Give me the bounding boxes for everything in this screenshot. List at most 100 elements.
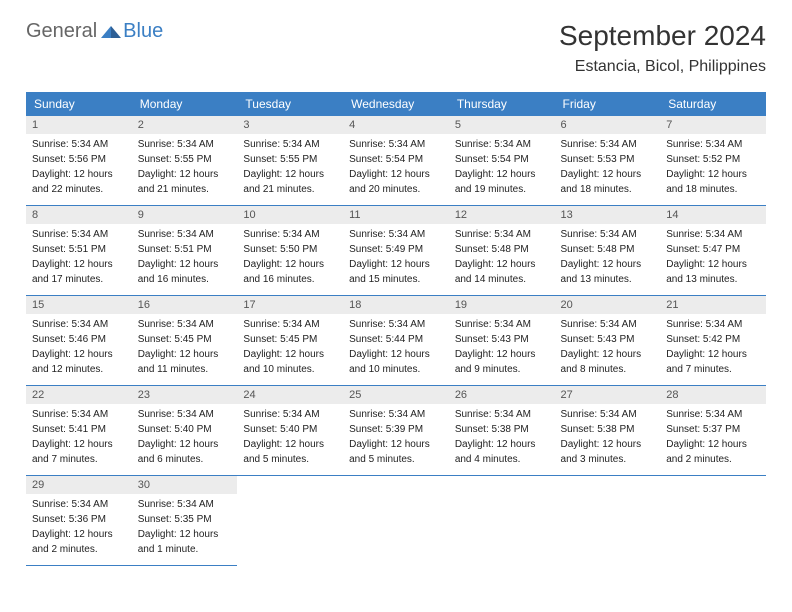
calendar-body: 1Sunrise: 5:34 AMSunset: 5:56 PMDaylight… (26, 116, 766, 566)
day-info: Sunrise: 5:34 AMSunset: 5:51 PMDaylight:… (26, 224, 132, 295)
day-info: Sunrise: 5:34 AMSunset: 5:45 PMDaylight:… (132, 314, 238, 385)
day-number: 8 (26, 206, 132, 224)
day-number: 2 (132, 116, 238, 134)
day-number: 4 (343, 116, 449, 134)
day-info: Sunrise: 5:34 AMSunset: 5:38 PMDaylight:… (449, 404, 555, 475)
day-number: 26 (449, 386, 555, 404)
day-number: 20 (555, 296, 661, 314)
day-info: Sunrise: 5:34 AMSunset: 5:41 PMDaylight:… (26, 404, 132, 475)
day-info: Sunrise: 5:34 AMSunset: 5:54 PMDaylight:… (343, 134, 449, 205)
day-info: Sunrise: 5:34 AMSunset: 5:37 PMDaylight:… (660, 404, 766, 475)
day-cell: 28Sunrise: 5:34 AMSunset: 5:37 PMDayligh… (660, 386, 766, 476)
day-info: Sunrise: 5:34 AMSunset: 5:52 PMDaylight:… (660, 134, 766, 205)
day-number: 9 (132, 206, 238, 224)
day-number: 12 (449, 206, 555, 224)
day-cell: 30Sunrise: 5:34 AMSunset: 5:35 PMDayligh… (132, 476, 238, 566)
day-info: Sunrise: 5:34 AMSunset: 5:50 PMDaylight:… (237, 224, 343, 295)
day-cell: 26Sunrise: 5:34 AMSunset: 5:38 PMDayligh… (449, 386, 555, 476)
calendar-table: Sunday Monday Tuesday Wednesday Thursday… (26, 92, 766, 566)
day-info: Sunrise: 5:34 AMSunset: 5:51 PMDaylight:… (132, 224, 238, 295)
day-info: Sunrise: 5:34 AMSunset: 5:40 PMDaylight:… (132, 404, 238, 475)
day-cell: 8Sunrise: 5:34 AMSunset: 5:51 PMDaylight… (26, 206, 132, 296)
day-cell: 10Sunrise: 5:34 AMSunset: 5:50 PMDayligh… (237, 206, 343, 296)
day-number: 16 (132, 296, 238, 314)
day-cell: 3Sunrise: 5:34 AMSunset: 5:55 PMDaylight… (237, 116, 343, 206)
day-cell (343, 476, 449, 566)
day-info: Sunrise: 5:34 AMSunset: 5:45 PMDaylight:… (237, 314, 343, 385)
day-info: Sunrise: 5:34 AMSunset: 5:43 PMDaylight:… (555, 314, 661, 385)
day-info: Sunrise: 5:34 AMSunset: 5:49 PMDaylight:… (343, 224, 449, 295)
day-info: Sunrise: 5:34 AMSunset: 5:56 PMDaylight:… (26, 134, 132, 205)
day-number: 7 (660, 116, 766, 134)
day-number: 21 (660, 296, 766, 314)
day-number: 29 (26, 476, 132, 494)
logo-triangle-icon (101, 24, 121, 40)
logo: General Blue (26, 20, 163, 43)
day-cell: 18Sunrise: 5:34 AMSunset: 5:44 PMDayligh… (343, 296, 449, 386)
day-number: 17 (237, 296, 343, 314)
day-cell (449, 476, 555, 566)
day-cell: 9Sunrise: 5:34 AMSunset: 5:51 PMDaylight… (132, 206, 238, 296)
day-info: Sunrise: 5:34 AMSunset: 5:46 PMDaylight:… (26, 314, 132, 385)
day-number: 5 (449, 116, 555, 134)
day-header-row: Sunday Monday Tuesday Wednesday Thursday… (26, 92, 766, 116)
month-title: September 2024 (559, 20, 766, 52)
day-cell (555, 476, 661, 566)
day-header-monday: Monday (132, 92, 238, 116)
day-number: 27 (555, 386, 661, 404)
day-info: Sunrise: 5:34 AMSunset: 5:44 PMDaylight:… (343, 314, 449, 385)
title-block: September 2024 Estancia, Bicol, Philippi… (559, 20, 766, 76)
day-info: Sunrise: 5:34 AMSunset: 5:39 PMDaylight:… (343, 404, 449, 475)
day-cell: 17Sunrise: 5:34 AMSunset: 5:45 PMDayligh… (237, 296, 343, 386)
day-info: Sunrise: 5:34 AMSunset: 5:43 PMDaylight:… (449, 314, 555, 385)
day-cell (660, 476, 766, 566)
day-cell: 11Sunrise: 5:34 AMSunset: 5:49 PMDayligh… (343, 206, 449, 296)
day-info: Sunrise: 5:34 AMSunset: 5:40 PMDaylight:… (237, 404, 343, 475)
day-cell: 1Sunrise: 5:34 AMSunset: 5:56 PMDaylight… (26, 116, 132, 206)
day-number: 6 (555, 116, 661, 134)
day-number: 23 (132, 386, 238, 404)
day-number: 19 (449, 296, 555, 314)
day-cell: 21Sunrise: 5:34 AMSunset: 5:42 PMDayligh… (660, 296, 766, 386)
day-info: Sunrise: 5:34 AMSunset: 5:48 PMDaylight:… (555, 224, 661, 295)
calendar-row: 8Sunrise: 5:34 AMSunset: 5:51 PMDaylight… (26, 206, 766, 296)
day-header-sunday: Sunday (26, 92, 132, 116)
day-number: 30 (132, 476, 238, 494)
day-cell: 7Sunrise: 5:34 AMSunset: 5:52 PMDaylight… (660, 116, 766, 206)
day-cell: 24Sunrise: 5:34 AMSunset: 5:40 PMDayligh… (237, 386, 343, 476)
day-info: Sunrise: 5:34 AMSunset: 5:36 PMDaylight:… (26, 494, 132, 565)
day-number: 1 (26, 116, 132, 134)
day-cell: 22Sunrise: 5:34 AMSunset: 5:41 PMDayligh… (26, 386, 132, 476)
day-info: Sunrise: 5:34 AMSunset: 5:53 PMDaylight:… (555, 134, 661, 205)
day-info: Sunrise: 5:34 AMSunset: 5:35 PMDaylight:… (132, 494, 238, 565)
day-header-friday: Friday (555, 92, 661, 116)
day-cell: 13Sunrise: 5:34 AMSunset: 5:48 PMDayligh… (555, 206, 661, 296)
day-cell: 5Sunrise: 5:34 AMSunset: 5:54 PMDaylight… (449, 116, 555, 206)
day-number: 25 (343, 386, 449, 404)
day-info: Sunrise: 5:34 AMSunset: 5:48 PMDaylight:… (449, 224, 555, 295)
day-cell: 6Sunrise: 5:34 AMSunset: 5:53 PMDaylight… (555, 116, 661, 206)
calendar-row: 15Sunrise: 5:34 AMSunset: 5:46 PMDayligh… (26, 296, 766, 386)
day-number: 11 (343, 206, 449, 224)
calendar-row: 22Sunrise: 5:34 AMSunset: 5:41 PMDayligh… (26, 386, 766, 476)
day-cell: 19Sunrise: 5:34 AMSunset: 5:43 PMDayligh… (449, 296, 555, 386)
calendar-row: 1Sunrise: 5:34 AMSunset: 5:56 PMDaylight… (26, 116, 766, 206)
logo-text-blue: Blue (123, 20, 163, 43)
day-info: Sunrise: 5:34 AMSunset: 5:38 PMDaylight:… (555, 404, 661, 475)
day-info: Sunrise: 5:34 AMSunset: 5:55 PMDaylight:… (237, 134, 343, 205)
day-number: 28 (660, 386, 766, 404)
day-number: 15 (26, 296, 132, 314)
day-header-wednesday: Wednesday (343, 92, 449, 116)
day-info: Sunrise: 5:34 AMSunset: 5:47 PMDaylight:… (660, 224, 766, 295)
day-cell: 25Sunrise: 5:34 AMSunset: 5:39 PMDayligh… (343, 386, 449, 476)
day-header-saturday: Saturday (660, 92, 766, 116)
day-header-thursday: Thursday (449, 92, 555, 116)
day-number: 14 (660, 206, 766, 224)
day-info: Sunrise: 5:34 AMSunset: 5:54 PMDaylight:… (449, 134, 555, 205)
logo-text-general: General (26, 20, 97, 43)
day-cell: 14Sunrise: 5:34 AMSunset: 5:47 PMDayligh… (660, 206, 766, 296)
day-number: 13 (555, 206, 661, 224)
day-number: 18 (343, 296, 449, 314)
day-cell (237, 476, 343, 566)
day-header-tuesday: Tuesday (237, 92, 343, 116)
